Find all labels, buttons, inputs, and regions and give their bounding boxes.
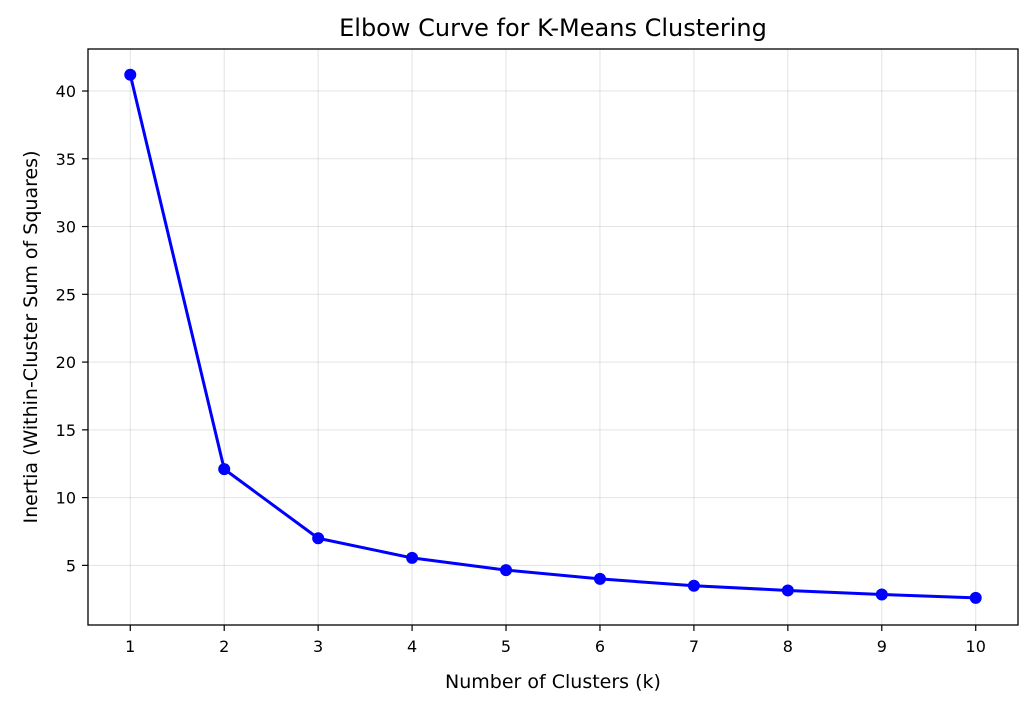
- data-point: [124, 68, 137, 81]
- plot-frame: [87, 48, 1019, 626]
- y-tick-label: 15: [56, 421, 76, 440]
- x-tick-label: 5: [501, 637, 511, 656]
- x-tick-label: 8: [783, 637, 793, 656]
- y-axis-label: Inertia (Within-Cluster Sum of Squares): [20, 151, 42, 524]
- axis-ticks: 1 2 3 4 5 6 7 8 9 10 5 10 15 20 25 30 35 40: [56, 82, 986, 656]
- y-tick-label: 40: [56, 82, 76, 101]
- data-point: [687, 579, 700, 592]
- grid: [88, 49, 1018, 625]
- x-tick-label: 10: [966, 637, 986, 656]
- data-point: [969, 591, 982, 604]
- data-point: [875, 588, 888, 601]
- x-tick-label: 3: [313, 637, 323, 656]
- y-tick-label: 5: [66, 556, 76, 575]
- x-tick-label: 1: [125, 637, 135, 656]
- y-tick-label: 30: [56, 218, 76, 237]
- y-tick-label: 20: [56, 353, 76, 372]
- y-tick-label: 35: [56, 150, 76, 169]
- x-tick-label: 7: [689, 637, 699, 656]
- series-line: [128, 73, 978, 600]
- x-tick-label: 6: [595, 637, 605, 656]
- data-point: [500, 564, 513, 577]
- y-tick-label: 10: [56, 489, 76, 508]
- x-tick-label: 4: [407, 637, 417, 656]
- series-layer: [124, 68, 982, 604]
- data-point: [781, 584, 794, 597]
- x-tick-label: 9: [877, 637, 887, 656]
- data-point: [406, 551, 419, 564]
- y-tick-label: 25: [56, 285, 76, 304]
- data-point: [312, 532, 325, 545]
- chart-title: Elbow Curve for K-Means Clustering: [339, 14, 767, 42]
- data-point: [593, 572, 606, 585]
- x-tick-label: 2: [219, 637, 229, 656]
- x-axis-label: Number of Clusters (k): [445, 671, 661, 693]
- data-point: [218, 463, 231, 476]
